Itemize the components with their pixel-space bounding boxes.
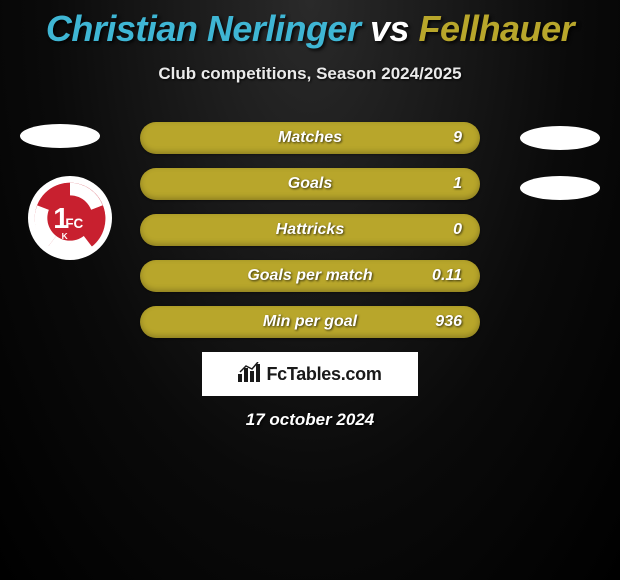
subtitle: Club competitions, Season 2024/2025	[0, 64, 620, 84]
stat-value: 936	[435, 313, 462, 331]
stat-label: Matches	[278, 129, 342, 147]
vs-separator: vs	[370, 8, 409, 49]
stat-row-min-per-goal: Min per goal 936	[140, 306, 480, 338]
stat-value: 9	[453, 129, 462, 147]
stat-label: Hattricks	[276, 221, 344, 239]
placeholder-ellipse-left	[20, 124, 100, 148]
svg-text:K: K	[62, 231, 68, 241]
stat-label: Goals	[288, 175, 332, 193]
stat-row-hattricks: Hattricks 0	[140, 214, 480, 246]
stat-value: 0	[453, 221, 462, 239]
player2-name: Fellhauer	[419, 8, 575, 49]
source-logo: FcTables.com	[202, 352, 418, 396]
stat-label: Goals per match	[247, 267, 372, 285]
source-text: FcTables.com	[266, 364, 381, 385]
comparison-title: Christian Nerlinger vs Fellhauer	[0, 0, 620, 50]
stat-value: 1	[453, 175, 462, 193]
date-label: 17 october 2024	[0, 410, 620, 430]
stat-rows: Matches 9 Goals 1 Hattricks 0 Goals per …	[140, 122, 480, 352]
placeholder-ellipse-right-1	[520, 126, 600, 150]
stat-row-goals: Goals 1	[140, 168, 480, 200]
stat-value: 0.11	[432, 267, 462, 285]
placeholder-ellipse-right-2	[520, 176, 600, 200]
stat-row-matches: Matches 9	[140, 122, 480, 154]
stat-row-goals-per-match: Goals per match 0.11	[140, 260, 480, 292]
stat-label: Min per goal	[263, 313, 357, 331]
player1-name: Christian Nerlinger	[46, 8, 361, 49]
club-badge-left: 1 .FC K	[28, 176, 112, 260]
bars-icon	[238, 362, 260, 387]
svg-text:.FC: .FC	[62, 216, 84, 231]
